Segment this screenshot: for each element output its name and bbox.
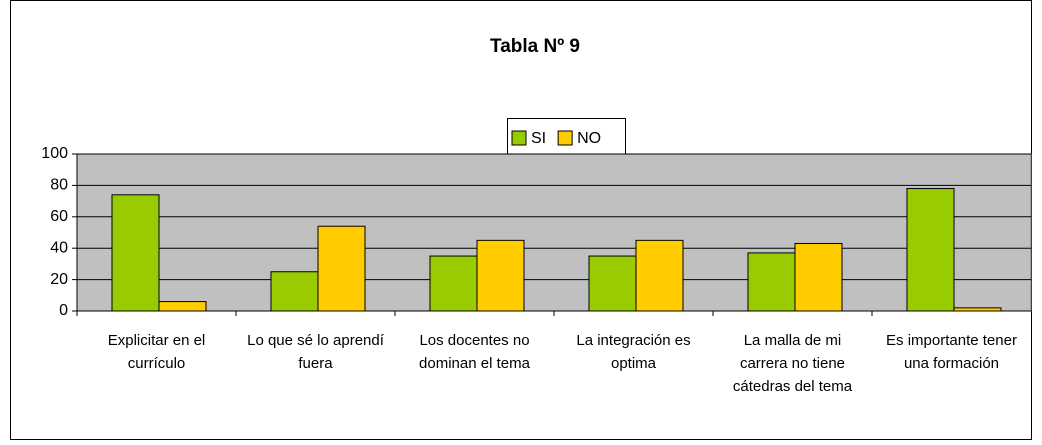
- bar: [429, 255, 478, 312]
- legend-swatch: [557, 130, 573, 146]
- bar: [906, 188, 955, 312]
- y-tick-label: 80: [50, 177, 68, 194]
- y-tick-label: 60: [50, 208, 68, 225]
- legend-swatch: [511, 130, 527, 146]
- bar: [476, 239, 525, 312]
- plot-area: [76, 153, 1032, 312]
- y-tick-label: 100: [41, 145, 68, 162]
- y-tick-label: 40: [50, 239, 68, 256]
- x-tick-label: Es importante tener una formación: [886, 332, 1017, 372]
- y-tick-label: 20: [50, 271, 68, 288]
- legend-label: NO: [577, 130, 601, 147]
- bar: [747, 252, 796, 312]
- bar: [588, 255, 637, 312]
- bar: [635, 239, 684, 312]
- y-tick-label: 0: [59, 302, 68, 319]
- bar: [270, 271, 319, 312]
- bar: [794, 242, 843, 312]
- x-tick-label: La integración es optima: [576, 332, 691, 372]
- x-tick-label: Explicitar en el currículo: [107, 332, 206, 372]
- bar: [317, 225, 366, 312]
- legend-label: SI: [531, 130, 546, 147]
- x-tick-label: Los docentes no dominan el tema: [419, 332, 530, 372]
- chart-title: Tabla Nº 9: [490, 36, 580, 57]
- x-tick-label: La malla de mi carrera no tiene cátedras…: [732, 332, 853, 395]
- bar: [111, 194, 160, 312]
- bar: [158, 301, 207, 312]
- x-tick-label: Lo que sé lo aprendí fuera: [247, 332, 384, 372]
